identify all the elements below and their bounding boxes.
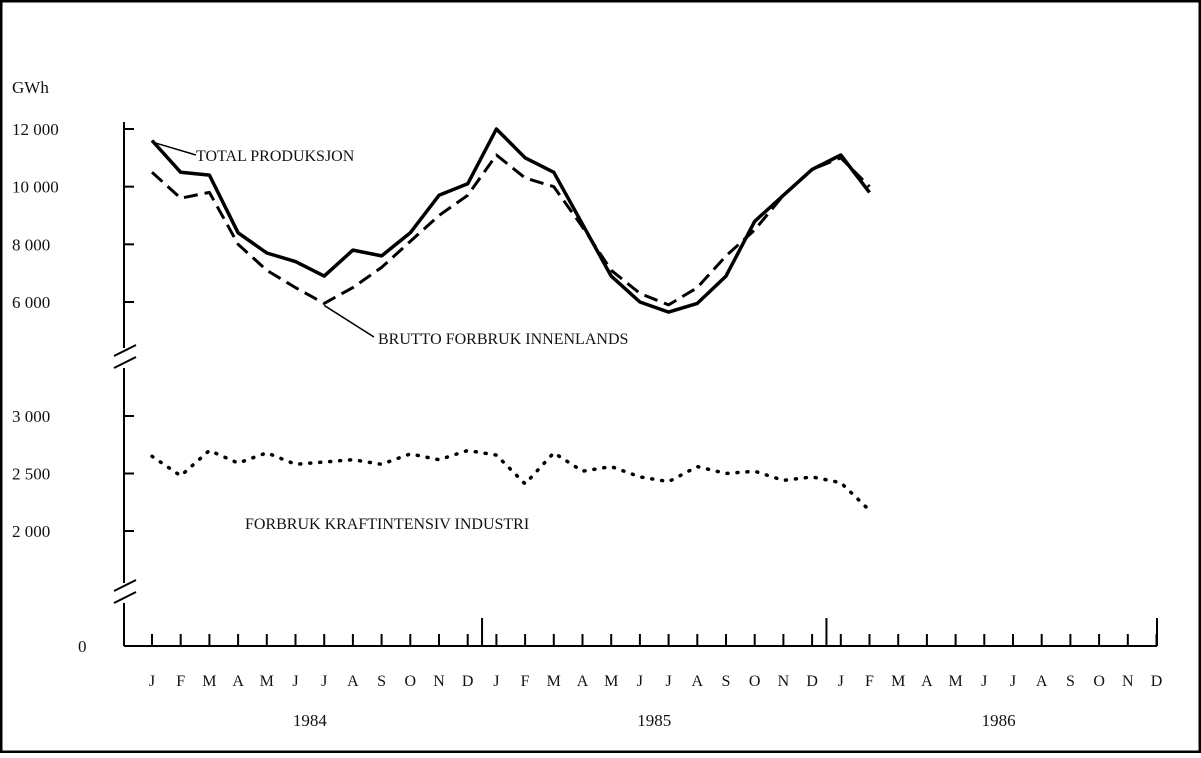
- x-tick-label: M: [547, 673, 561, 690]
- y-tick-label: 0: [78, 637, 87, 656]
- x-tick-label: N: [433, 673, 445, 690]
- x-tick-label: J: [493, 673, 499, 690]
- x-tick-label: O: [405, 673, 417, 690]
- x-tick-label: F: [176, 673, 185, 690]
- x-tick-label: F: [865, 673, 874, 690]
- year-label: 1984: [293, 711, 328, 730]
- x-tick-label: M: [260, 673, 274, 690]
- x-tick-label: M: [891, 673, 905, 690]
- x-tick-label: D: [462, 673, 474, 690]
- y-tick-label: 6 000: [12, 293, 50, 312]
- x-tick-label: A: [692, 673, 704, 690]
- y-tick-label: 12 000: [12, 120, 59, 139]
- x-tick-label: D: [806, 673, 818, 690]
- x-tick-label: A: [1036, 673, 1048, 690]
- x-tick-label: N: [778, 673, 790, 690]
- x-tick-label: S: [377, 673, 386, 690]
- x-tick-label: J: [838, 673, 844, 690]
- x-tick-label: A: [347, 673, 359, 690]
- x-tick-label: J: [149, 673, 155, 690]
- y-tick-label: 2 000: [12, 522, 50, 541]
- x-tick-label: O: [749, 673, 761, 690]
- x-tick-label: M: [604, 673, 618, 690]
- series-label-brutto: BRUTTO FORBRUK INNENLANDS: [378, 331, 628, 348]
- x-tick-label: F: [521, 673, 530, 690]
- year-label: 1986: [982, 711, 1016, 730]
- leader-line-total: [153, 141, 197, 156]
- y-tick-label: 10 000: [12, 178, 59, 197]
- label-layer: 6 000 8 000 10 000 12 000 2 000 2 500 3 000 0 J F…: [12, 120, 1162, 730]
- x-tick-label: N: [1122, 673, 1134, 690]
- x-tick-label: A: [232, 673, 244, 690]
- axis-break-mark: [113, 344, 137, 369]
- x-tick-label: A: [921, 673, 933, 690]
- x-tick-label: O: [1093, 673, 1105, 690]
- axis-layer: [113, 122, 1158, 647]
- x-tick-label: J: [321, 673, 327, 690]
- x-tick-label: M: [202, 673, 216, 690]
- x-tick-label: S: [1066, 673, 1075, 690]
- series-layer: [150, 127, 872, 513]
- x-tick-label: J: [665, 673, 671, 690]
- unit-label: GWh: [12, 78, 49, 97]
- series-label-total: TOTAL PRODUKSJON: [196, 148, 355, 165]
- y-tick-label: 3 000: [12, 407, 50, 426]
- x-tick-label: M: [948, 673, 962, 690]
- leader-line-brutto: [323, 304, 375, 338]
- x-tick-label: J: [1010, 673, 1016, 690]
- series-line-1: [150, 127, 871, 314]
- series-line-2: [150, 153, 871, 307]
- year-label: 1985: [637, 711, 671, 730]
- x-tick-label: D: [1151, 673, 1163, 690]
- x-tick-label: J: [981, 673, 987, 690]
- series-label-industri: FORBRUK KRAFTINTENSIV INDUSTRI: [245, 516, 529, 533]
- x-tick-label: A: [577, 673, 589, 690]
- axis-break-mark: [113, 579, 137, 604]
- y-tick-label: 2 500: [12, 465, 50, 484]
- series-line-3: [150, 448, 872, 513]
- x-tick-label: J: [637, 673, 643, 690]
- x-tick-label: J: [292, 673, 298, 690]
- y-tick-label: 8 000: [12, 235, 50, 254]
- x-tick-label: S: [722, 673, 731, 690]
